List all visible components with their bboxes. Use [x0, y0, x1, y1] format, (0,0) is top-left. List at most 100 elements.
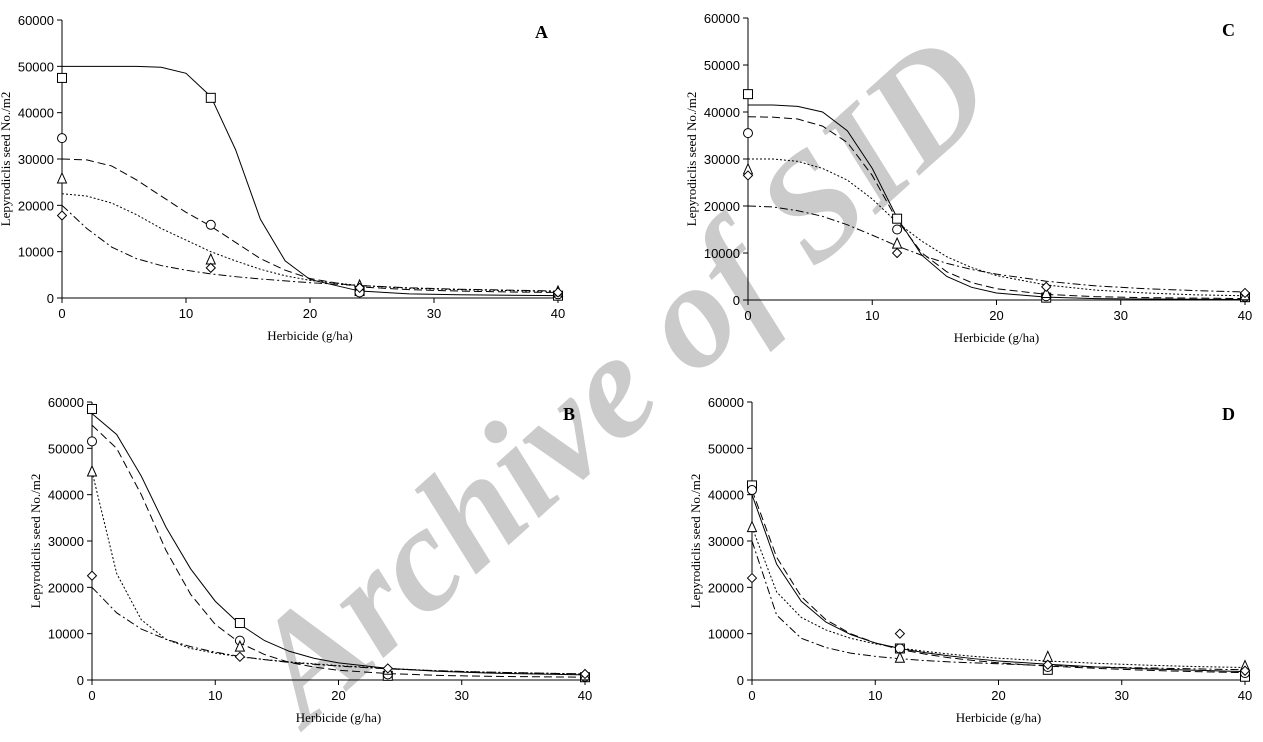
point: [894, 651, 906, 663]
y-tick-label: 40000: [704, 105, 740, 120]
point: [892, 224, 903, 235]
x-tick-label: 0: [58, 306, 65, 321]
y-tick-label: 20000: [708, 580, 744, 595]
y-tick-label: 20000: [48, 580, 84, 595]
panel-label: A: [535, 22, 548, 42]
x-tick-label: 10: [865, 308, 879, 323]
x-tick-label: 30: [1114, 308, 1128, 323]
point: [57, 72, 67, 83]
point: [891, 247, 903, 259]
y-tick-label: 10000: [48, 627, 84, 642]
y-tick-label: 20000: [704, 199, 740, 214]
y-tick-label: 50000: [704, 58, 740, 73]
y-tick-label: 40000: [18, 106, 54, 121]
point: [892, 213, 903, 224]
y-axis-title: Lepyrodiclis seed No./m2: [0, 92, 13, 227]
fitted-curve: [61, 158, 559, 293]
x-tick-label: 40: [578, 688, 592, 703]
panel-label: D: [1222, 404, 1235, 424]
fitted-curve: [751, 540, 1246, 671]
x-axis-title: Herbicide (g/ha): [296, 710, 382, 725]
point: [205, 262, 217, 274]
y-tick-label: 10000: [708, 627, 744, 642]
x-tick-label: 30: [427, 306, 441, 321]
point: [1239, 287, 1251, 299]
y-tick-label: 0: [47, 291, 54, 306]
y-tick-label: 0: [737, 673, 744, 688]
point: [57, 133, 67, 144]
y-tick-label: 50000: [48, 441, 84, 456]
x-tick-label: 30: [455, 688, 469, 703]
fitted-curve: [91, 586, 586, 675]
y-tick-label: 10000: [704, 246, 740, 261]
fitted-curve: [91, 471, 586, 675]
x-axis-title: Herbicide (g/ha): [956, 710, 1042, 725]
point: [552, 287, 564, 298]
y-axis-title: Lepyrodiclis seed No./m2: [28, 474, 43, 609]
point: [747, 485, 757, 496]
fitted-curve: [751, 489, 1246, 674]
y-tick-label: 30000: [708, 534, 744, 549]
y-tick-label: 30000: [704, 152, 740, 167]
x-tick-label: 0: [748, 688, 755, 703]
y-tick-label: 40000: [48, 488, 84, 503]
y-tick-label: 60000: [48, 395, 84, 410]
fitted-curve: [748, 104, 1246, 301]
x-tick-label: 20: [991, 688, 1005, 703]
point: [894, 628, 906, 639]
point: [205, 92, 216, 103]
y-tick-label: 60000: [18, 13, 54, 28]
point: [56, 171, 68, 184]
x-tick-label: 20: [303, 306, 317, 321]
x-tick-label: 20: [331, 688, 345, 703]
point: [1042, 659, 1054, 670]
x-tick-label: 40: [1238, 308, 1252, 323]
panel-label: C: [1222, 20, 1235, 40]
y-tick-label: 30000: [48, 534, 84, 549]
y-tick-label: 10000: [18, 245, 54, 260]
x-tick-label: 10: [868, 688, 882, 703]
fitted-curve: [751, 494, 1246, 673]
point: [234, 618, 245, 629]
point: [743, 89, 753, 100]
point: [743, 128, 753, 139]
y-tick-label: 0: [733, 293, 740, 308]
x-axis-title: Herbicide (g/ha): [954, 330, 1040, 345]
x-axis-title: Herbicide (g/ha): [267, 328, 353, 343]
y-tick-label: 20000: [18, 198, 54, 213]
y-tick-label: 60000: [708, 395, 744, 410]
x-tick-label: 0: [88, 688, 95, 703]
x-tick-label: 10: [179, 306, 193, 321]
point: [87, 403, 97, 414]
fitted-curve: [751, 526, 1246, 668]
point: [205, 219, 216, 230]
y-tick-label: 60000: [704, 11, 740, 26]
point: [1040, 281, 1052, 293]
x-tick-label: 20: [989, 308, 1003, 323]
x-tick-label: 30: [1115, 688, 1129, 703]
point: [746, 572, 758, 584]
y-tick-label: 0: [77, 673, 84, 688]
y-tick-label: 50000: [708, 441, 744, 456]
point: [234, 651, 246, 663]
point: [354, 282, 365, 294]
fitted-curve: [61, 193, 559, 293]
point: [1239, 665, 1251, 676]
y-axis-title: Lepyrodiclis seed No./m2: [688, 474, 703, 609]
y-tick-label: 50000: [18, 59, 54, 74]
x-tick-label: 40: [1238, 688, 1252, 703]
point: [579, 668, 591, 680]
fitted-curve: [91, 413, 586, 676]
point: [56, 210, 68, 221]
y-tick-label: 30000: [18, 152, 54, 167]
point: [87, 436, 97, 447]
point: [1040, 286, 1052, 298]
point: [234, 639, 246, 652]
y-axis-title: Lepyrodiclis seed No./m2: [684, 92, 699, 227]
point: [382, 663, 394, 674]
point: [86, 464, 98, 477]
point: [86, 570, 98, 581]
y-tick-label: 40000: [708, 488, 744, 503]
